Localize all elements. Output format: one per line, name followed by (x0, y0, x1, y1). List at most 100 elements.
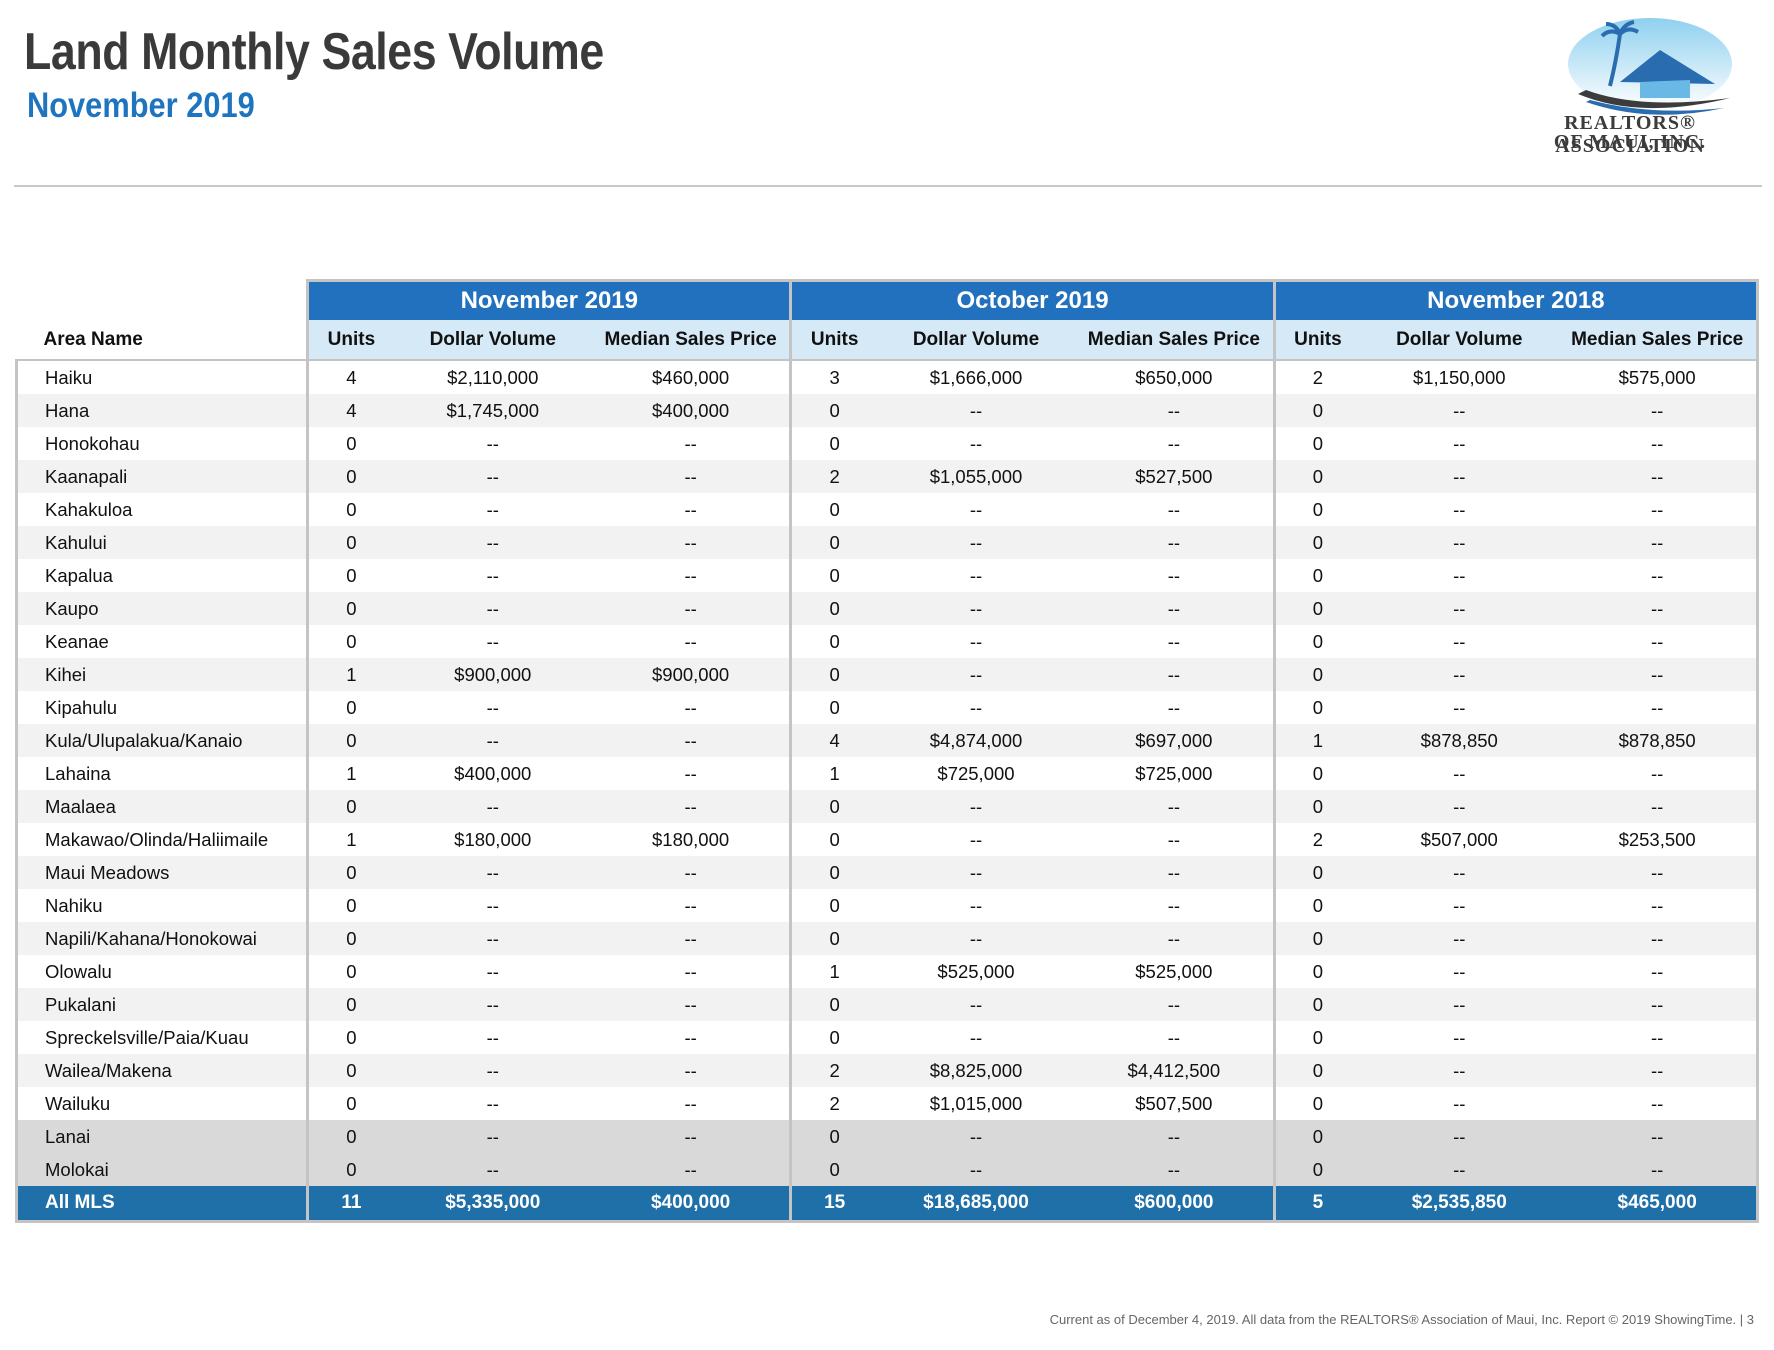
table-cell: -- (876, 427, 1076, 460)
median-price-header: Median Sales Price (1075, 320, 1275, 361)
table-cell: -- (591, 922, 791, 955)
table-row: Kipahulu 0 -- -- 0 -- -- 0 -- -- (14, 691, 1760, 724)
table-cell: -- (393, 625, 592, 658)
table-cell: -- (1360, 559, 1559, 592)
table-cell: $1,666,000 (876, 360, 1076, 394)
table-cell: -- (876, 493, 1076, 526)
table-cell: -- (591, 1153, 791, 1186)
table-cell: -- (876, 625, 1076, 658)
table-cell: -- (1360, 1120, 1559, 1153)
table-cell: -- (1075, 625, 1275, 658)
table-cell: -- (591, 592, 791, 625)
total-cell: 11 (306, 1186, 394, 1223)
table-cell: $575,000 (1558, 360, 1760, 394)
area-name-cell: Kahakuloa (14, 493, 308, 526)
table-cell: $253,500 (1558, 823, 1760, 856)
table-cell: -- (591, 625, 791, 658)
table-cell: -- (1360, 427, 1559, 460)
land-sales-table: November 2019 October 2019 November 2018… (14, 279, 1760, 1223)
table-cell: 0 (1272, 922, 1361, 955)
area-name-cell: Keanae (14, 625, 308, 658)
table-cell: -- (393, 592, 592, 625)
table-cell: $900,000 (591, 658, 791, 691)
table-cell: -- (1360, 1054, 1559, 1087)
dollar-volume-header: Dollar Volume (393, 320, 592, 361)
table-cell: -- (1360, 493, 1559, 526)
table-cell: -- (1075, 493, 1275, 526)
table-cell: 0 (306, 691, 394, 724)
table-cell: 0 (1272, 1087, 1361, 1120)
table-row: Kahului 0 -- -- 0 -- -- 0 -- -- (14, 526, 1760, 559)
units-header: Units (789, 320, 877, 361)
area-name-cell: Kipahulu (14, 691, 308, 724)
table-cell: 0 (306, 1054, 394, 1087)
table-cell: 0 (306, 856, 394, 889)
table-row: Honokohau 0 -- -- 0 -- -- 0 -- -- (14, 427, 1760, 460)
table-cell: $460,000 (591, 360, 791, 394)
table-cell: -- (591, 559, 791, 592)
table-cell: -- (1558, 1021, 1760, 1054)
table-cell: -- (1075, 922, 1275, 955)
table-cell: $900,000 (393, 658, 592, 691)
table-cell: 0 (306, 1120, 394, 1153)
table-row: Keanae 0 -- -- 0 -- -- 0 -- -- (14, 625, 1760, 658)
table-cell: $1,745,000 (393, 394, 592, 427)
table-cell: -- (1075, 394, 1275, 427)
table-cell: -- (1075, 559, 1275, 592)
table-cell: -- (1360, 394, 1559, 427)
realtors-association-logo (1568, 18, 1732, 115)
table-cell: 0 (306, 1021, 394, 1054)
table-cell: 0 (306, 1153, 394, 1186)
table-cell: -- (591, 757, 791, 790)
table-cell: $878,850 (1360, 724, 1559, 757)
total-row-all-mls: All MLS 11 $5,335,000 $400,000 15 $18,68… (14, 1186, 1760, 1223)
table-cell: -- (876, 559, 1076, 592)
table-cell: 0 (789, 493, 877, 526)
table-row: Kapalua 0 -- -- 0 -- -- 0 -- -- (14, 559, 1760, 592)
table-cell: 0 (306, 526, 394, 559)
table-cell: 0 (306, 724, 394, 757)
table-cell: 0 (1272, 955, 1361, 988)
total-cell: 15 (789, 1186, 877, 1223)
table-row: Napili/Kahana/Honokowai 0 -- -- 0 -- -- 0 -- -- (14, 922, 1760, 955)
table-cell: 0 (1272, 1120, 1361, 1153)
table-cell: -- (393, 691, 592, 724)
table-cell: 2 (789, 1087, 877, 1120)
table-cell: -- (1558, 592, 1760, 625)
table-cell: 2 (789, 460, 877, 493)
table-cell: 0 (1272, 592, 1361, 625)
table-cell: -- (393, 922, 592, 955)
table-cell: 0 (306, 790, 394, 823)
table-cell: -- (876, 823, 1076, 856)
table-cell: -- (1558, 1054, 1760, 1087)
table-row: Molokai 0 -- -- 0 -- -- 0 -- -- (14, 1153, 1760, 1186)
area-name-cell: Wailuku (14, 1087, 308, 1120)
table-cell: -- (1558, 922, 1760, 955)
table-cell: -- (1558, 988, 1760, 1021)
table-row: Kula/Ulupalakua/Kanaio 0 -- -- 4 $4,874,000 $6… (14, 724, 1760, 757)
units-header: Units (306, 320, 394, 361)
table-cell: $507,500 (1075, 1087, 1275, 1120)
table-cell: 0 (1272, 427, 1361, 460)
area-name-cell: Kihei (14, 658, 308, 691)
table-cell: $525,000 (876, 955, 1076, 988)
table-cell: $400,000 (393, 757, 592, 790)
table-cell: $4,412,500 (1075, 1054, 1275, 1087)
table-cell: 2 (1272, 360, 1361, 394)
table-row: Haiku 4 $2,110,000 $460,000 3 $1,666,000 $650,… (14, 360, 1760, 394)
table-cell: -- (1075, 856, 1275, 889)
table-cell: -- (1075, 1021, 1275, 1054)
page-subtitle: November 2019 (27, 86, 255, 125)
area-name-cell: Olowalu (14, 955, 308, 988)
area-name-cell: Hana (14, 394, 308, 427)
table-cell: -- (1075, 658, 1275, 691)
area-name-cell: Honokohau (14, 427, 308, 460)
column-header-row: Area Name Units Dollar Volume Median Sal… (16, 320, 1760, 361)
table-cell: -- (1360, 856, 1559, 889)
table-cell: -- (591, 988, 791, 1021)
table-cell: -- (876, 988, 1076, 1021)
dollar-volume-header: Dollar Volume (876, 320, 1076, 361)
table-cell: -- (1360, 1087, 1559, 1120)
table-row: Wailuku 0 -- -- 2 $1,015,000 $507,500 0 -- -- (14, 1087, 1760, 1120)
total-cell: $5,335,000 (393, 1186, 592, 1223)
